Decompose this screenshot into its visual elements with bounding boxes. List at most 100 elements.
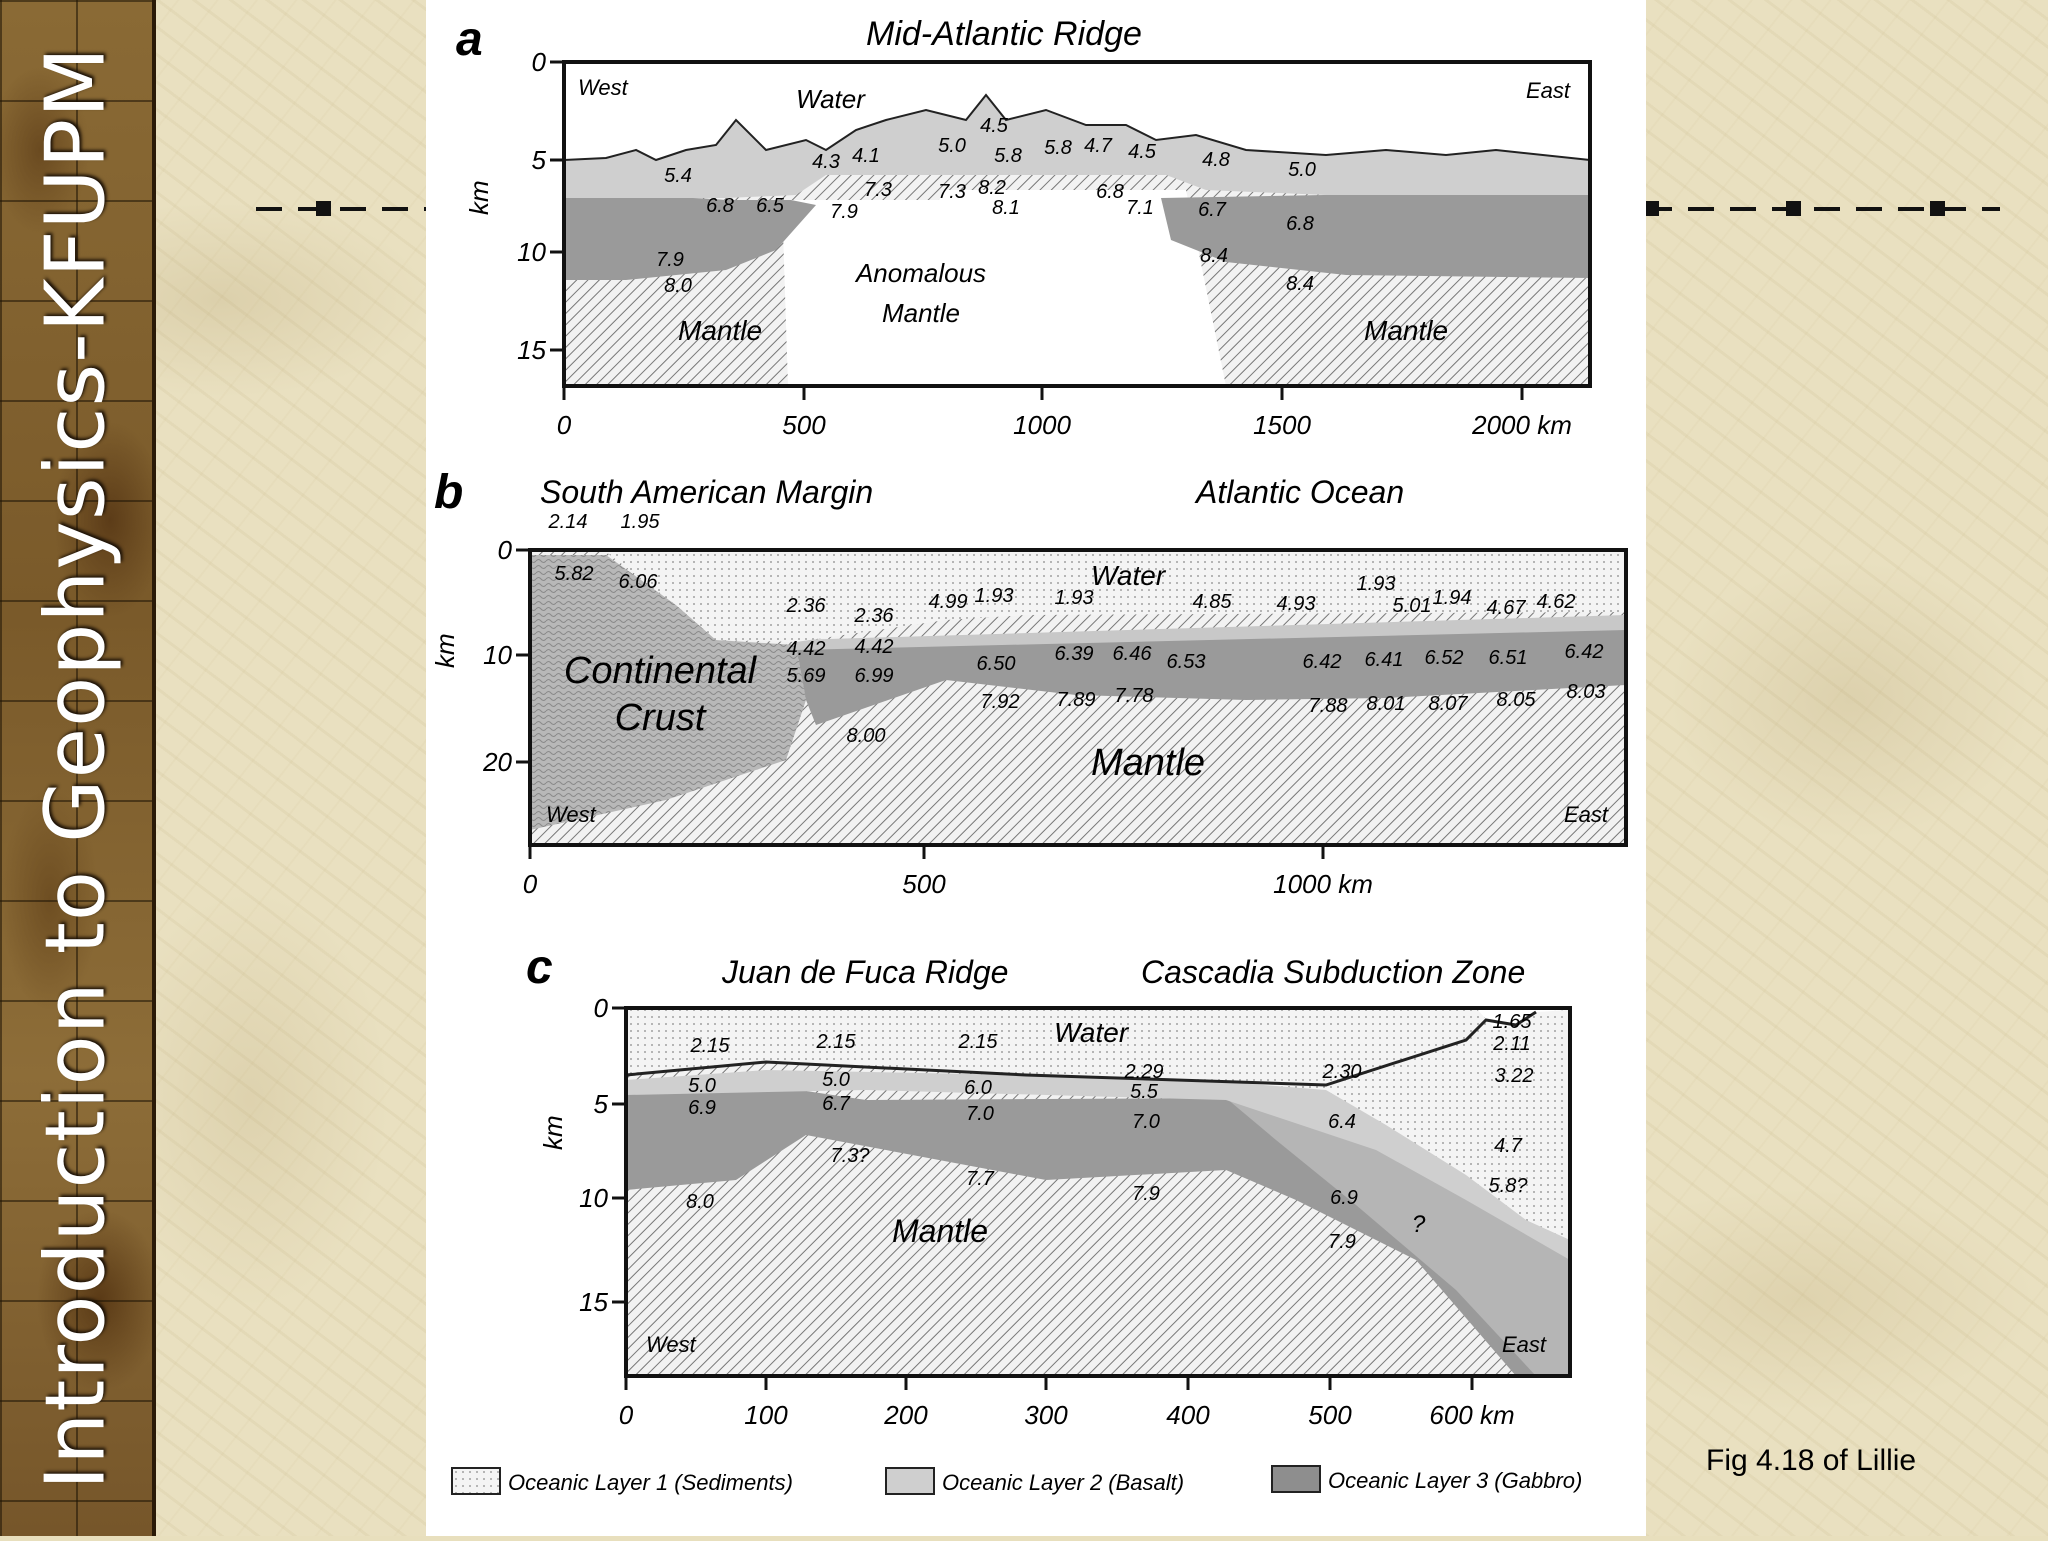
water-label: Water (1091, 560, 1167, 591)
y-tick-label: 15 (517, 335, 546, 365)
seafloor-line (625, 1010, 1537, 1087)
velocity-label: 6.9 (1330, 1187, 1358, 1209)
x-tick-label: 0 (557, 410, 572, 440)
sidebar-banner: Introduction to Geophysics-KFUPM (0, 0, 156, 1536)
y-tick-label: 0 (498, 535, 513, 565)
y-axis-label: km (538, 1115, 568, 1150)
velocity-label: 6.41 (1365, 649, 1404, 671)
legend-label: Oceanic Layer 1 (Sediments) (508, 1470, 793, 1495)
y-tick-label: 10 (517, 237, 546, 267)
velocity-label: 2.29 (1124, 1061, 1164, 1083)
x-tick-label: 600 km (1429, 1400, 1514, 1430)
x-tick-label: 1500 (1253, 410, 1311, 440)
x-tick-label: 0 (619, 1400, 634, 1430)
water-label: Water (1054, 1017, 1130, 1048)
velocity-label: 8.4 (1200, 245, 1228, 267)
velocity-label: 6.42 (1565, 641, 1604, 663)
velocity-label: 2.36 (786, 595, 827, 617)
velocity-label: 6.4 (1328, 1111, 1356, 1133)
x-tick-label: 500 (1308, 1400, 1352, 1430)
panel-title-right: Cascadia Subduction Zone (1141, 954, 1525, 990)
velocity-label: 4.85 (1193, 591, 1233, 613)
velocity-label: 7.88 (1309, 695, 1348, 717)
velocity-label: 3.22 (1495, 1065, 1534, 1087)
figure-image: a Mid-Atlantic Ridge West East Water Ano… (426, 0, 1646, 1536)
velocity-label: 8.03 (1567, 681, 1606, 703)
layer-3 (1161, 190, 1590, 278)
crust-label: Crust (615, 697, 707, 739)
mantle-label: Mantle (1091, 742, 1205, 784)
velocity-label: 1.94 (1433, 587, 1472, 609)
velocity-label: 2.30 (1322, 1061, 1362, 1083)
velocity-label: 6.46 (1113, 643, 1153, 665)
velocity-label: 6.50 (977, 653, 1016, 675)
panel-a: a Mid-Atlantic Ridge West East Water Ano… (456, 13, 1592, 440)
y-axis-label: km (464, 180, 494, 215)
x-tick-label: 200 (883, 1400, 928, 1430)
x-ticks: 0 500 1000 km (523, 845, 1373, 899)
panel-frame (624, 1006, 1572, 1378)
legend-swatch-gabbro (1271, 1465, 1321, 1493)
layer-2 (564, 95, 1590, 198)
velocity-label: 7.7 (966, 1168, 995, 1190)
sidebar-grid-decoration (0, 0, 152, 1536)
x-tick-label: 1000 km (1273, 869, 1373, 899)
velocity-label: 6.53 (1167, 651, 1206, 673)
velocity-label: 2.11 (1492, 1033, 1530, 1055)
velocity-label: 6.51 (1489, 647, 1528, 669)
velocity-label: 5.0 (1288, 159, 1316, 181)
velocity-label: 8.00 (847, 725, 886, 747)
y-tick-label: 15 (579, 1287, 608, 1317)
cross-section-figure: a Mid-Atlantic Ridge West East Water Ano… (430, 13, 1628, 1495)
layer-2 (796, 615, 1626, 650)
mantle-label: Mantle (678, 315, 762, 346)
velocity-label: 4.3 (812, 151, 840, 173)
velocity-labels: 2.14 1.95 5.82 6.06 2.36 2.36 4.99 1.93 1.93 4.85… (548, 511, 1606, 747)
water-label: Water (796, 84, 866, 114)
velocity-label: 5.5 (1130, 1081, 1159, 1103)
velocity-label: 7.89 (1057, 689, 1096, 711)
velocity-label: 8.01 (1367, 693, 1406, 715)
panel-frame (562, 60, 1592, 388)
velocity-label: 7.1 (1126, 197, 1154, 219)
velocity-label: 7.78 (1115, 685, 1154, 707)
velocity-label: 6.7 (1198, 199, 1227, 221)
velocity-label: 6.0 (964, 1077, 992, 1099)
velocity-label: 4.67 (1487, 597, 1527, 619)
velocity-label: 2.15 (958, 1031, 999, 1053)
y-tick-label: 10 (579, 1183, 608, 1213)
panel-title-right: Atlantic Ocean (1194, 474, 1404, 510)
x-tick-label: 0 (523, 869, 538, 899)
panel-frame (528, 548, 1628, 847)
velocity-labels: 5.4 4.3 4.1 5.0 4.5 5.8 5.8 4.7 4.5 4.8 5.0 6.8 6.5 7… (656, 115, 1316, 297)
velocity-label: 4.5 (980, 115, 1009, 137)
velocity-label: 5.8? (1489, 1175, 1529, 1197)
x-tick-label: 300 (1024, 1400, 1068, 1430)
mantle-label: Mantle (1364, 315, 1448, 346)
velocity-label: 8.4 (1286, 273, 1314, 295)
velocity-label: 5.0 (822, 1069, 850, 1091)
mantle-label: Mantle (892, 1213, 988, 1249)
panel-b: b South American Margin Atlantic Ocean W… (430, 466, 1628, 899)
layer-3 (564, 196, 816, 280)
dashed-rule-right (1646, 207, 2000, 211)
velocity-label: 6.99 (855, 665, 894, 687)
velocity-label: 1.95 (621, 511, 661, 533)
x-tick-label: 1000 (1013, 410, 1071, 440)
velocity-label: 1.93 (1055, 587, 1094, 609)
crust-label: Continental (564, 650, 758, 692)
velocity-label: 6.06 (619, 571, 659, 593)
velocity-label: 7.0 (966, 1103, 994, 1125)
velocity-label: 5.0 (688, 1075, 716, 1097)
velocity-label: 6.8 (1096, 181, 1124, 203)
x-tick-label: 100 (744, 1400, 788, 1430)
west-label: West (578, 75, 629, 100)
velocity-label: 2.15 (816, 1031, 857, 1053)
panel-title-left: Juan de Fuca Ridge (721, 954, 1008, 990)
panel-letter: a (456, 13, 483, 66)
velocity-label: 7.0 (1132, 1111, 1160, 1133)
velocity-label: 4.93 (1277, 593, 1316, 615)
panel-title-left: South American Margin (540, 474, 873, 510)
velocity-label: 7.3 (864, 179, 892, 201)
y-tick-label: 5 (532, 145, 547, 175)
